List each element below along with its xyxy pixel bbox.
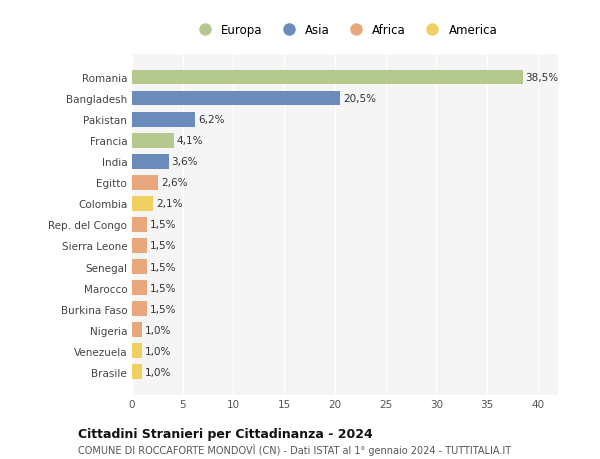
Bar — [132, 280, 147, 295]
Text: COMUNE DI ROCCAFORTE MONDOVÌ (CN) - Dati ISTAT al 1° gennaio 2024 - TUTTITALIA.I: COMUNE DI ROCCAFORTE MONDOVÌ (CN) - Dati… — [78, 443, 511, 455]
Text: 1,5%: 1,5% — [150, 283, 177, 293]
Bar — [132, 196, 154, 211]
Text: 20,5%: 20,5% — [343, 94, 376, 104]
Text: 6,2%: 6,2% — [198, 115, 224, 125]
Bar — [132, 344, 142, 358]
Text: 4,1%: 4,1% — [176, 136, 203, 146]
Bar — [132, 175, 158, 190]
Bar — [132, 239, 147, 253]
Legend: Europa, Asia, Africa, America: Europa, Asia, Africa, America — [189, 20, 501, 40]
Bar — [132, 71, 523, 85]
Text: 38,5%: 38,5% — [526, 73, 559, 83]
Bar — [132, 218, 147, 232]
Text: 1,5%: 1,5% — [150, 220, 177, 230]
Bar — [132, 91, 340, 106]
Text: Cittadini Stranieri per Cittadinanza - 2024: Cittadini Stranieri per Cittadinanza - 2… — [78, 427, 373, 440]
Bar — [132, 260, 147, 274]
Bar — [132, 302, 147, 316]
Text: 2,6%: 2,6% — [161, 178, 188, 188]
Text: 2,1%: 2,1% — [157, 199, 183, 209]
Text: 1,0%: 1,0% — [145, 346, 172, 356]
Text: 3,6%: 3,6% — [172, 157, 198, 167]
Text: 1,0%: 1,0% — [145, 325, 172, 335]
Text: 1,5%: 1,5% — [150, 262, 177, 272]
Text: 1,5%: 1,5% — [150, 304, 177, 314]
Text: 1,5%: 1,5% — [150, 241, 177, 251]
Bar — [132, 364, 142, 379]
Bar — [132, 112, 195, 127]
Bar — [132, 155, 169, 169]
Bar — [132, 134, 173, 148]
Text: 1,0%: 1,0% — [145, 367, 172, 377]
Bar — [132, 323, 142, 337]
